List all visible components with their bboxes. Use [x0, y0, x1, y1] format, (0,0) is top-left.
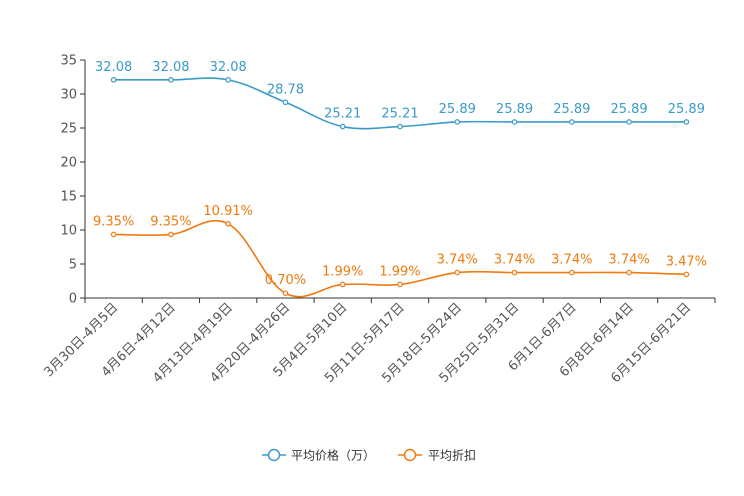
data-point	[454, 119, 461, 125]
data-label: 3.47%	[666, 254, 707, 269]
data-point	[225, 77, 231, 83]
data-point	[168, 231, 174, 238]
data-label: 25.89	[668, 102, 705, 117]
data-label: 3.74%	[437, 253, 478, 268]
data-label: 32.08	[95, 60, 132, 75]
data-point	[511, 119, 518, 125]
data-label: 25.89	[439, 102, 476, 117]
data-point	[683, 119, 690, 125]
data-label: 10.91%	[203, 204, 253, 219]
y-tick-label: 30	[60, 88, 77, 103]
data-point	[282, 290, 289, 297]
data-point	[569, 119, 575, 125]
data-label: 3.74%	[494, 253, 535, 268]
data-label: 25.89	[610, 102, 647, 117]
data-point	[339, 123, 346, 130]
legend[interactable]: 平均价格（万） 平均折扣	[262, 448, 476, 463]
y-tick-label: 10	[60, 224, 77, 239]
legend-item-discount[interactable]: 平均折扣	[398, 448, 476, 463]
legend-label-price: 平均价格（万）	[291, 448, 375, 463]
data-point	[168, 77, 174, 83]
series-layer: 32.08 32.08 32.08 28.78 25.21 25.21 25.89 25.89…	[93, 60, 707, 298]
data-label: 3.74%	[551, 253, 592, 268]
data-point	[110, 77, 117, 83]
data-label: 9.35%	[150, 214, 191, 229]
series-1: 9.35% 9.35% 10.91% 0.70% 1.99% 1.99% 3.74% 3.74…	[93, 204, 707, 298]
data-point	[683, 271, 690, 278]
data-point	[282, 99, 289, 106]
data-point	[397, 281, 403, 288]
data-point	[454, 269, 461, 276]
data-label: 1.99%	[379, 264, 420, 279]
y-tick-label: 25	[60, 122, 77, 137]
series-line	[113, 219, 687, 298]
data-point	[569, 269, 575, 276]
y-tick-label: 0	[69, 292, 77, 307]
data-point	[339, 281, 346, 288]
series-0: 32.08 32.08 32.08 28.78 25.21 25.21 25.89 25.89…	[95, 60, 705, 130]
legend-marker-price	[267, 448, 281, 462]
legend-label-discount: 平均折扣	[428, 448, 476, 463]
data-label: 32.08	[152, 60, 189, 75]
data-label: 0.70%	[265, 273, 306, 288]
y-tick-label: 20	[60, 156, 77, 171]
data-label: 28.78	[267, 82, 304, 97]
legend-marker-discount	[403, 448, 417, 462]
data-point	[626, 269, 632, 276]
data-label: 9.35%	[93, 214, 134, 229]
data-point	[511, 269, 518, 276]
data-point	[397, 123, 403, 130]
data-point	[626, 119, 632, 125]
data-label: 3.74%	[608, 253, 649, 268]
y-tick-label: 35	[60, 54, 77, 69]
data-label: 25.21	[324, 107, 361, 122]
data-label: 1.99%	[322, 264, 363, 279]
data-label: 25.21	[381, 107, 418, 122]
data-label: 25.89	[496, 102, 533, 117]
data-label: 25.89	[553, 102, 590, 117]
y-tick-label: 15	[60, 190, 77, 205]
y-tick-label: 5	[69, 258, 77, 273]
data-point	[110, 231, 117, 238]
legend-item-price[interactable]: 平均价格（万）	[262, 448, 375, 463]
data-point	[225, 221, 231, 227]
data-label: 32.08	[210, 60, 247, 75]
